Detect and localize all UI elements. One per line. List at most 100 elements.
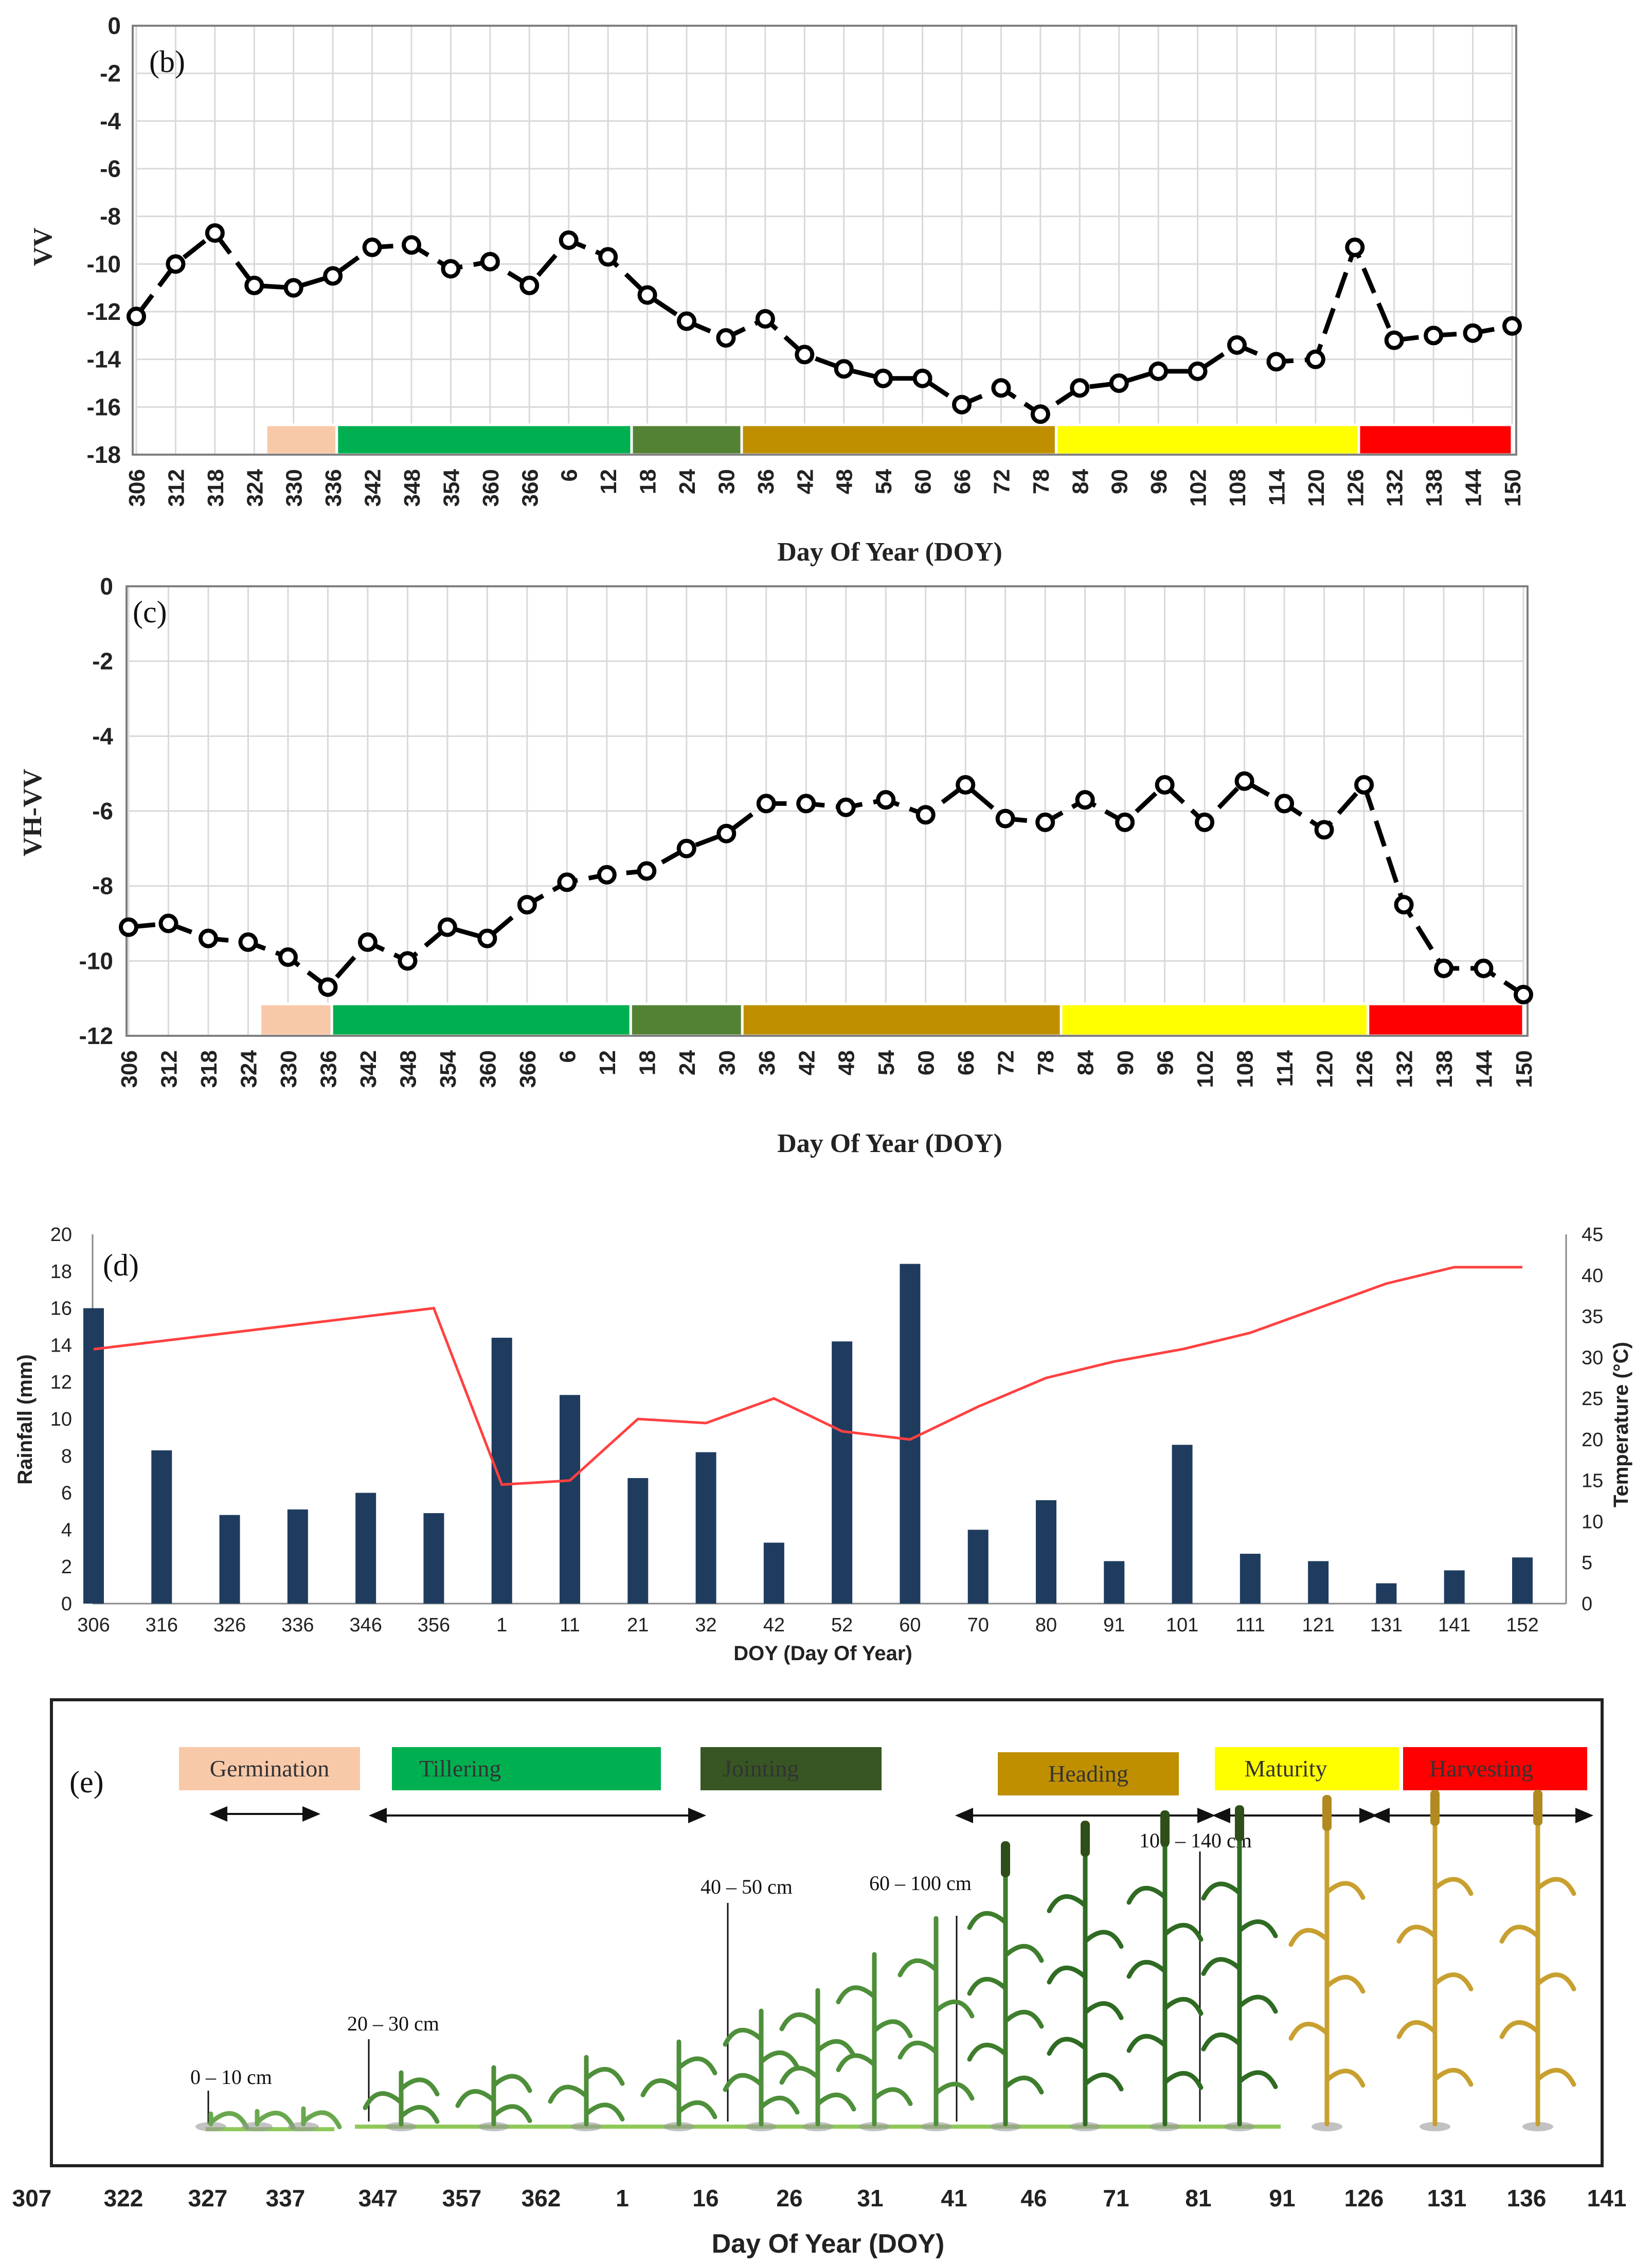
x-tick-label: 360 [478, 469, 504, 507]
panel-d-rainfall-bars [83, 1264, 1533, 1604]
data-point [716, 328, 736, 348]
x-tick-label: 316 [146, 1614, 178, 1636]
maturity-stage-label: Maturity [1245, 1755, 1327, 1782]
data-point [158, 913, 178, 933]
data-point [166, 254, 186, 274]
x-tick-label: 91 [1269, 2185, 1295, 2212]
data-point [480, 251, 500, 272]
x-tick-label: 41 [941, 2185, 967, 2212]
x-tick-label: 324 [236, 1050, 261, 1088]
rainfall-bar [967, 1530, 989, 1604]
data-point [127, 307, 146, 327]
data-point [598, 247, 618, 267]
left-tick-label: 12 [50, 1372, 72, 1393]
stage-segment-jointing [629, 1002, 744, 1037]
x-tick-label: 342 [361, 469, 386, 507]
panel-b-x-axis-label: Day Of Year (DOY) [777, 537, 1002, 567]
x-tick-label: 78 [1033, 1050, 1058, 1075]
x-tick-label: 330 [276, 1050, 301, 1088]
panel-d-x-ticks: 306 316 326 336 346 356 1 11 21 32 42 52 60 70 80 91 101… [77, 1614, 1538, 1636]
heading-stage-label: Heading [1048, 1760, 1128, 1787]
right-tick-label: 10 [1582, 1511, 1603, 1533]
germination-stage-box [179, 1747, 360, 1790]
harvesting-stage-label: Harvesting [1429, 1755, 1533, 1782]
x-tick-label: 42 [793, 469, 818, 494]
stage-span-arrows [209, 1806, 1594, 1824]
x-tick-label: 348 [396, 1050, 421, 1088]
left-tick-label: 6 [61, 1483, 72, 1504]
rainfall-bar [900, 1264, 921, 1604]
x-tick-label: 354 [439, 469, 464, 507]
x-tick-label: 138 [1422, 469, 1447, 507]
y-tick-label: -12 [87, 298, 121, 325]
data-point [244, 276, 264, 296]
data-point [437, 917, 457, 937]
x-tick-label: 131 [1370, 1614, 1403, 1636]
data-point [1474, 958, 1494, 978]
rainfall-bar [151, 1450, 172, 1604]
data-point [1434, 958, 1454, 978]
rainfall-bar [1240, 1554, 1261, 1604]
y-tick-label: 0 [107, 12, 121, 39]
x-tick-label: 70 [967, 1614, 989, 1636]
data-point [318, 977, 338, 997]
y-tick-label: -8 [100, 203, 121, 230]
rainfall-bar [832, 1341, 853, 1604]
x-tick-label: 16 [692, 2185, 719, 2212]
x-tick-label: 366 [515, 1050, 541, 1088]
x-tick-label: 71 [1103, 2185, 1129, 2212]
data-point [238, 932, 258, 952]
x-tick-label: 84 [1073, 1050, 1099, 1075]
x-tick-label: 108 [1225, 469, 1250, 507]
data-point [477, 928, 497, 948]
stage-segment-germination [264, 423, 338, 456]
data-point [876, 790, 896, 810]
x-tick-label: 48 [834, 1050, 859, 1075]
stage-segment-germination [259, 1002, 333, 1037]
x-tick-label: 312 [156, 1050, 182, 1088]
panel-b-plot-frame [132, 25, 1517, 456]
right-tick-label: 5 [1582, 1552, 1592, 1574]
data-point [836, 797, 856, 817]
data-point [357, 932, 378, 952]
y-tick-label: -6 [100, 155, 121, 182]
data-point [323, 266, 343, 286]
panel-b-label: (b) [149, 45, 185, 79]
x-tick-label: 66 [950, 469, 975, 494]
panel-c-series [119, 771, 1533, 1004]
stage-segment-jointing [630, 423, 743, 456]
left-tick-label: 4 [61, 1519, 72, 1541]
data-point [1502, 316, 1522, 336]
panel-c-grid [128, 585, 1524, 1037]
panel-c-vhvv-chart: 0-2-4-6-8-10-12 306 312 318 324 330 336 342 348… [18, 573, 1537, 1158]
rainfall-bar [1444, 1570, 1465, 1604]
data-point [1266, 352, 1286, 372]
jointing-stage-label: Jointing [723, 1755, 799, 1782]
data-point [519, 276, 540, 296]
data-point [795, 345, 815, 365]
x-tick-label: 336 [281, 1614, 314, 1636]
panel-e-x-ticks: 307 322 327 337 347 357 362 1 16 26 31 41 46 71 81 91 12… [12, 2185, 1627, 2212]
data-point [1148, 361, 1169, 381]
x-tick-label: 42 [794, 1050, 819, 1075]
rainfall-bar [1308, 1561, 1329, 1604]
crop-plant-icon [363, 2070, 440, 2131]
panel-c-label: (c) [133, 595, 167, 629]
panel-b-series [127, 223, 1522, 424]
data-point [1188, 361, 1208, 381]
heading-stage-box [998, 1752, 1179, 1795]
x-tick-label: 318 [196, 1050, 222, 1088]
panel-d-rainfall-temperature-chart: 0 2 4 6 8 10 12 14 16 18 20 0 5 10 15 20 25 30 35 40 45 306… [14, 1224, 1632, 1665]
crop-plant-illustrations [195, 1790, 1576, 2131]
data-point [119, 917, 138, 937]
panel-d-right-axis-label: Temperature (°C) [1610, 1342, 1632, 1507]
crop-plant-icon [1201, 1805, 1278, 2131]
x-tick-label: 138 [1432, 1050, 1457, 1088]
x-tick-label: 24 [675, 469, 700, 494]
x-tick-label: 354 [436, 1050, 461, 1088]
x-tick-label: 60 [899, 1614, 921, 1636]
data-point [597, 865, 617, 885]
right-tick-label: 40 [1582, 1265, 1603, 1287]
jointing-stage-box [701, 1747, 882, 1790]
